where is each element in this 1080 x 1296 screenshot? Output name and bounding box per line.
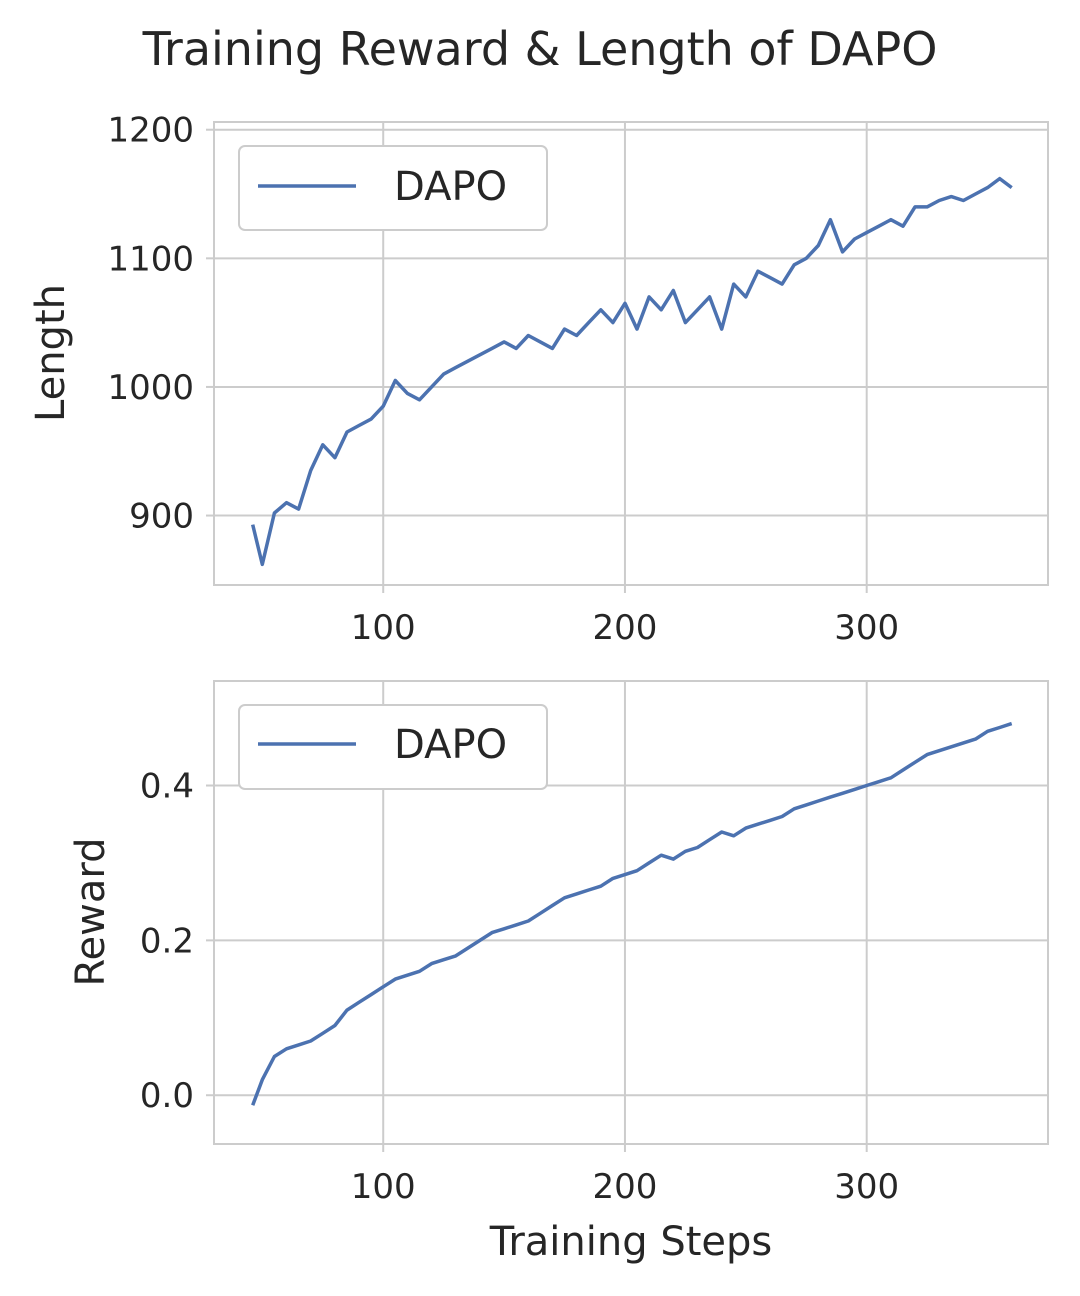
length-ytick-label: 1100 xyxy=(107,239,194,279)
length-xtick-label: 300 xyxy=(834,608,899,648)
length-legend: DAPO xyxy=(238,145,548,231)
length-plot-frame xyxy=(213,121,1049,586)
reward-ylabel: Reward xyxy=(68,838,114,987)
reward-xlabel: Training Steps xyxy=(489,1219,772,1265)
figure-title: Training Reward & Length of DAPO xyxy=(142,22,938,76)
reward-legend-label: DAPO xyxy=(394,722,507,768)
length-legend-box xyxy=(238,145,548,231)
reward-xtick-label: 100 xyxy=(351,1167,416,1207)
reward-series-dapo-line xyxy=(251,721,1013,1106)
length-legend-label: DAPO xyxy=(394,164,507,210)
reward-legend-box xyxy=(238,704,548,790)
length-ylabel: Length xyxy=(28,284,74,422)
reward-ytick-label: 0.0 xyxy=(140,1076,194,1116)
reward-panel: 100 200 300 0.0 0.2 0.4 Reward Training Steps… xyxy=(68,680,1049,1265)
reward-ytick-label: 0.2 xyxy=(140,921,194,961)
length-xtick-label: 100 xyxy=(351,608,416,648)
length-series-dapo-line xyxy=(250,176,1013,567)
length-ytick-label: 1200 xyxy=(107,111,194,151)
length-panel: 100 200 300 900 1000 1100 1200 Length DAPO xyxy=(28,111,1049,648)
reward-legend: DAPO xyxy=(238,704,548,790)
reward-plot-frame xyxy=(213,680,1049,1145)
length-xtick-label: 200 xyxy=(593,608,658,648)
length-ytick-label: 900 xyxy=(129,497,194,537)
length-ytick-label: 1000 xyxy=(107,368,194,408)
reward-xtick-label: 300 xyxy=(834,1167,899,1207)
reward-xtick-label: 200 xyxy=(593,1167,658,1207)
reward-ytick-label: 0.4 xyxy=(140,767,194,807)
